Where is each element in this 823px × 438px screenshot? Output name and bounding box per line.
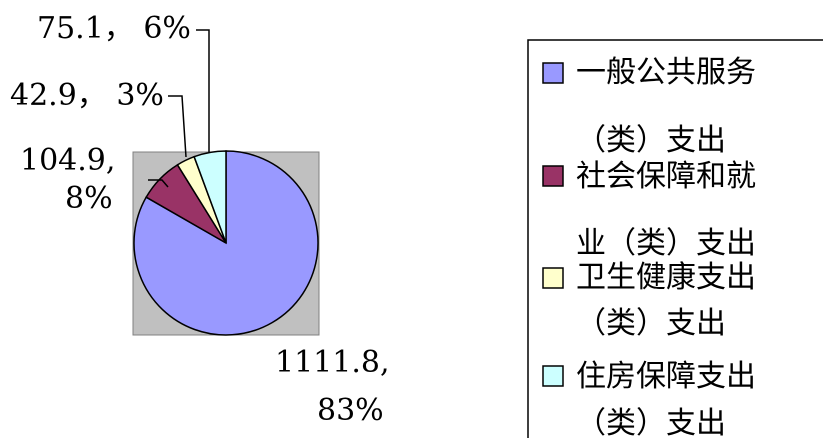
legend-swatch-一般公共服务 [542, 62, 564, 84]
pie-slices [133, 150, 319, 336]
legend-box [527, 39, 823, 438]
legend-label-line2: （类）支出 [576, 306, 726, 341]
data-label-一般公共-value: 1111.8, [275, 345, 390, 380]
pie-slice-0 [133, 150, 319, 336]
leader-line-0 [196, 29, 210, 152]
legend-label-line1: 住房保障支出 [576, 359, 756, 394]
legend-label-line1: 社会保障和就 [576, 159, 756, 194]
data-label-卫生健康-value: 42.9， 3% [10, 78, 164, 113]
legend-swatch-卫生健康 [542, 267, 564, 289]
leader-line-2 [148, 179, 169, 188]
legend-label-line1: 一般公共服务 [576, 55, 756, 90]
legend-label-line1: 卫生健康支出 [576, 260, 756, 295]
legend-swatch-社会保障 [542, 165, 564, 187]
pie-slice-3 [193, 150, 227, 244]
legend-label-line2: （类）支出 [576, 123, 726, 158]
data-label-一般公共-percent: 83% [317, 393, 384, 428]
leader-line-1 [168, 95, 187, 158]
data-label-社会保障-value: 104.9, [20, 143, 115, 178]
legend: 一般公共服务 （类）支出 社会保障和就 业（类）支出 卫生健康支出 （类）支出 … [527, 39, 823, 438]
legend-swatch-住房保障 [542, 365, 564, 387]
data-label-住房保障-value: 75.1， 6% [37, 11, 191, 46]
data-label-社会保障-percent: 8% [65, 181, 113, 216]
legend-label-line2: （类）支出 [576, 406, 726, 438]
legend-label-line2: 业（类）支出 [576, 226, 756, 261]
leader-lines [148, 29, 210, 188]
